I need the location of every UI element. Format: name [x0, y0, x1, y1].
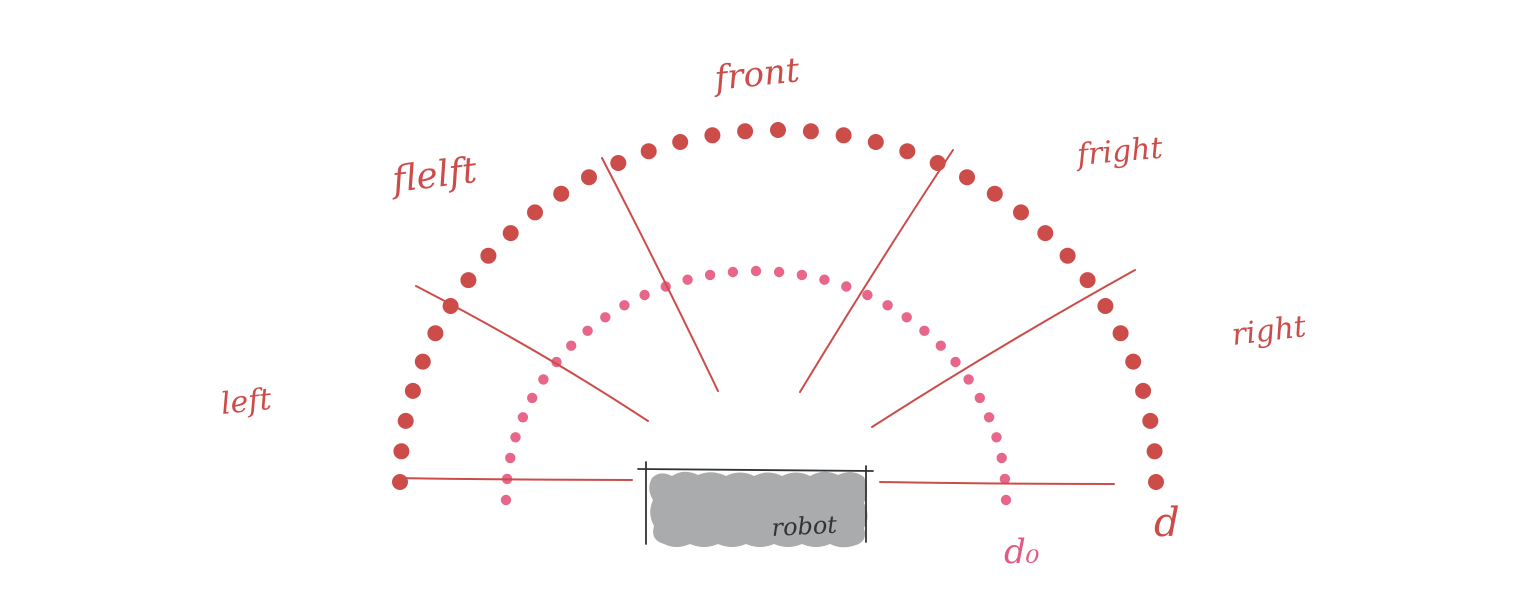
- outer-arc-dot: [1079, 272, 1096, 289]
- outer-arc-dot: [502, 225, 519, 242]
- inner-arc-dot: [950, 356, 961, 368]
- inner-arc-dot: [704, 269, 716, 281]
- inner-arc-dot: [727, 266, 739, 278]
- outer-arc-dot: [1112, 325, 1129, 342]
- inner-arc-dot: [639, 289, 650, 301]
- outer-arc-dot: [460, 272, 477, 289]
- outer-arc-dot: [414, 353, 431, 370]
- inner-arc-dot: [510, 432, 521, 443]
- robot-body: [649, 471, 868, 548]
- robot-top-edge: [637, 468, 874, 472]
- inner-arc-dot: [619, 300, 630, 311]
- inner-arc-dot: [974, 392, 985, 404]
- outer-arc-dot: [581, 169, 597, 186]
- inner-arc-dot: [935, 340, 946, 351]
- label-inner-distance: d₀: [1004, 532, 1040, 572]
- inner-arc-dot: [1000, 494, 1012, 506]
- inner-arc-dot: [996, 452, 1007, 464]
- label-outer-distance: d: [1154, 500, 1180, 546]
- label-front-right: fright: [1074, 131, 1165, 174]
- boundary-line-left-flelft: [415, 285, 649, 422]
- outer-arc-dot: [802, 123, 819, 140]
- robot-label: robot: [771, 511, 838, 542]
- outer-distance-arc: [392, 122, 1164, 490]
- outer-arc-dot: [704, 127, 721, 144]
- inner-arc-dot: [991, 432, 1002, 443]
- outer-arc-dot: [397, 412, 414, 429]
- outer-arc-dot: [553, 185, 570, 202]
- inner-arc-dot: [750, 265, 762, 277]
- inner-arc-dot: [796, 269, 808, 281]
- outer-arc-dot: [867, 134, 884, 150]
- outer-arc-dot: [393, 443, 410, 460]
- sector-labels: front flelft fright right left: [219, 50, 1309, 422]
- label-front: front: [710, 50, 802, 99]
- boundary-line-front-fright: [799, 149, 954, 393]
- outer-arc-dot: [1059, 247, 1076, 264]
- outer-arc-dot: [959, 169, 975, 186]
- inner-arc-dot: [919, 325, 930, 336]
- outer-arc-dot: [770, 122, 786, 138]
- outer-arc-dot: [986, 185, 1003, 202]
- outer-arc-dot: [640, 143, 657, 160]
- outer-arc-dot: [1125, 353, 1142, 370]
- inner-arc-dot: [882, 300, 893, 311]
- outer-arc-dot: [527, 204, 543, 221]
- inner-arc-dot: [600, 312, 611, 323]
- outer-arc-dot: [392, 474, 408, 490]
- sector-boundaries: [395, 149, 1136, 485]
- boundary-line-flelft-front: [601, 157, 719, 392]
- baseline-right: [879, 481, 1115, 485]
- baseline-left: [395, 477, 633, 481]
- inner-arc-dot: [901, 312, 912, 323]
- label-front-left: flelft: [387, 150, 479, 201]
- outer-arc-dot: [899, 143, 916, 160]
- inner-arc-dot: [582, 325, 593, 336]
- outer-arc-dot: [427, 325, 444, 342]
- inner-arc-dot: [841, 281, 852, 292]
- inner-arc-dot: [566, 340, 577, 351]
- outer-arc-dot: [737, 123, 754, 140]
- inner-arc-dot: [505, 452, 516, 464]
- robot: robot: [637, 461, 874, 548]
- inner-arc-dot: [682, 274, 693, 285]
- outer-arc-dot: [835, 127, 852, 144]
- outer-arc-dot: [672, 134, 689, 150]
- inner-arc-dot: [999, 473, 1011, 485]
- inner-arc-dot: [538, 374, 549, 385]
- inner-arc-dot: [500, 494, 512, 506]
- label-left: left: [219, 382, 274, 422]
- outer-arc-dot: [1142, 412, 1159, 429]
- boundary-line-fright-right: [871, 269, 1136, 428]
- outer-arc-dot: [480, 247, 497, 264]
- label-right: right: [1230, 309, 1309, 353]
- inner-arc-dot: [819, 274, 830, 285]
- inner-arc-dot: [963, 374, 974, 385]
- inner-arc-dot: [773, 266, 785, 278]
- inner-arc-dot: [517, 412, 529, 423]
- outer-arc-dot: [1146, 443, 1163, 460]
- outer-arc-dot: [1097, 298, 1114, 314]
- outer-arc-dot: [1037, 225, 1054, 242]
- inner-arc-dot: [527, 392, 538, 404]
- outer-arc-dot: [1013, 204, 1029, 221]
- outer-arc-dot: [1148, 474, 1164, 490]
- inner-arc-dot: [983, 412, 995, 423]
- outer-arc-dot: [404, 382, 421, 399]
- inner-arc-dot: [862, 289, 873, 301]
- outer-arc-dot: [610, 155, 627, 171]
- outer-arc-dot: [1135, 382, 1152, 399]
